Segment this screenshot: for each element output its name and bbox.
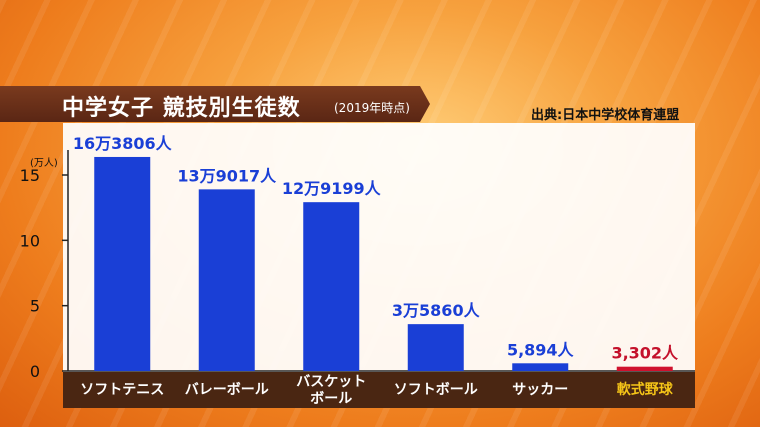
category-label-2: バスケットボール	[296, 374, 366, 407]
y-tick-label-0: 0	[30, 362, 40, 381]
bar-2	[303, 202, 360, 371]
y-tick-label-15: 15	[20, 166, 40, 185]
category-label-line: ソフトテニス	[80, 382, 164, 398]
data-label-1: 13万9017人	[177, 166, 277, 185]
source-note: 出典:日本中学校体育連盟	[531, 108, 680, 123]
data-label-3: 3万5860人	[392, 301, 481, 320]
category-label-1: バレーボール	[185, 382, 269, 398]
bar-1	[198, 189, 255, 371]
category-label-line: ソフトボール	[394, 382, 478, 398]
bar-4	[512, 363, 569, 371]
data-label-5: 3,302人	[611, 344, 679, 363]
category-label-3: ソフトボール	[394, 382, 478, 398]
category-label-line: バスケット	[296, 374, 366, 390]
bar-3	[407, 324, 464, 371]
chart-subtitle: (2019年時点)	[334, 101, 410, 115]
category-label-line: バレーボール	[185, 382, 269, 398]
category-label-line: サッカー	[512, 382, 568, 398]
bar-5	[616, 366, 673, 371]
data-label-0: 16万3806人	[73, 134, 173, 153]
category-band	[63, 372, 695, 408]
y-tick-label-5: 5	[30, 297, 40, 316]
data-label-2: 12万9199人	[282, 179, 382, 198]
category-label-0: ソフトテニス	[80, 382, 164, 398]
category-label-4: サッカー	[512, 382, 568, 398]
category-label-line: ボール	[310, 391, 352, 407]
title-banner	[0, 86, 430, 122]
category-label-line: 軟式野球	[617, 381, 674, 398]
bar-0	[94, 156, 151, 371]
plot-panel	[63, 123, 695, 372]
category-label-5: 軟式野球	[617, 381, 674, 398]
y-tick-label-10: 10	[20, 231, 40, 250]
data-label-4: 5,894人	[507, 340, 575, 359]
y-axis-unit-label: (万人)	[30, 157, 58, 169]
chart-title: 中学女子 競技別生徒数	[62, 96, 301, 121]
